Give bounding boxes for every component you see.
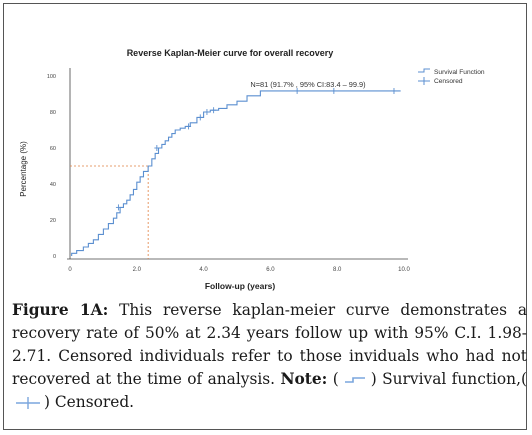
legend-survival-label: Survival Function <box>434 69 485 76</box>
y-tick-label: 20 <box>50 218 56 224</box>
caption-survival-swatch <box>339 373 371 387</box>
censored-marker <box>204 109 210 115</box>
censored-markers <box>115 87 397 211</box>
legend-censored-label: Censored <box>434 78 463 85</box>
y-axis-label: Percentage (%) <box>19 141 28 197</box>
caption-label: Figure 1A: <box>12 301 109 319</box>
ci-annotation: N=81 (91.7% , 95% CI:83.4 – 99.9) <box>250 80 365 89</box>
x-tick-label: 6.0 <box>266 267 275 273</box>
x-axis-label: Follow-up (years) <box>205 281 276 291</box>
x-tick-label: 2.0 <box>133 267 142 273</box>
censored-marker <box>115 204 121 211</box>
legend-censored-swatch <box>418 77 430 85</box>
censored-marker <box>186 123 192 130</box>
km-chart: Reverse Kaplan-Meier curve for overall r… <box>19 48 485 291</box>
figure-caption: Figure 1A: This reverse kaplan-meier cur… <box>12 299 527 414</box>
note-label: Note: <box>280 370 328 388</box>
censored-marker <box>391 87 397 94</box>
y-tick-label: 60 <box>50 146 56 152</box>
chart-title: Reverse Kaplan-Meier curve for overall r… <box>127 48 334 58</box>
legend: Survival Function Censored <box>418 68 485 85</box>
survival-step-path <box>71 90 401 256</box>
censored-marker <box>154 145 160 151</box>
x-tick-label: 4.0 <box>199 267 208 273</box>
censored-marker <box>331 87 337 94</box>
caption-text: This reverse kaplan-meier curve demonstr… <box>12 301 527 388</box>
censored-marker <box>211 107 217 114</box>
tick-labels: 0 2.0 4.0 6.0 8.0 10.0 0 20 40 60 80 100 <box>47 74 411 273</box>
axes <box>67 68 408 260</box>
y-tick-label: 40 <box>50 182 56 188</box>
note-open: ( <box>327 370 339 388</box>
x-tick-label: 0 <box>68 267 72 273</box>
censored-marker <box>294 87 300 94</box>
x-tick-label: 8.0 <box>333 267 342 273</box>
note-mid: ) Survival function,( <box>370 370 527 388</box>
figure-frame: Reverse Kaplan-Meier curve for overall r… <box>3 3 527 430</box>
y-tick-label: 80 <box>50 110 56 116</box>
legend-survival-swatch <box>418 68 430 73</box>
censored-marker <box>197 114 203 121</box>
y-tick-label: 0 <box>53 254 56 260</box>
note-end: ) Censored. <box>44 393 135 411</box>
median-reference-lines <box>70 165 149 259</box>
y-tick-label: 100 <box>47 74 56 80</box>
caption-censored-swatch <box>12 396 44 410</box>
survival-function-line <box>71 90 401 256</box>
x-tick-label: 10.0 <box>398 267 410 273</box>
